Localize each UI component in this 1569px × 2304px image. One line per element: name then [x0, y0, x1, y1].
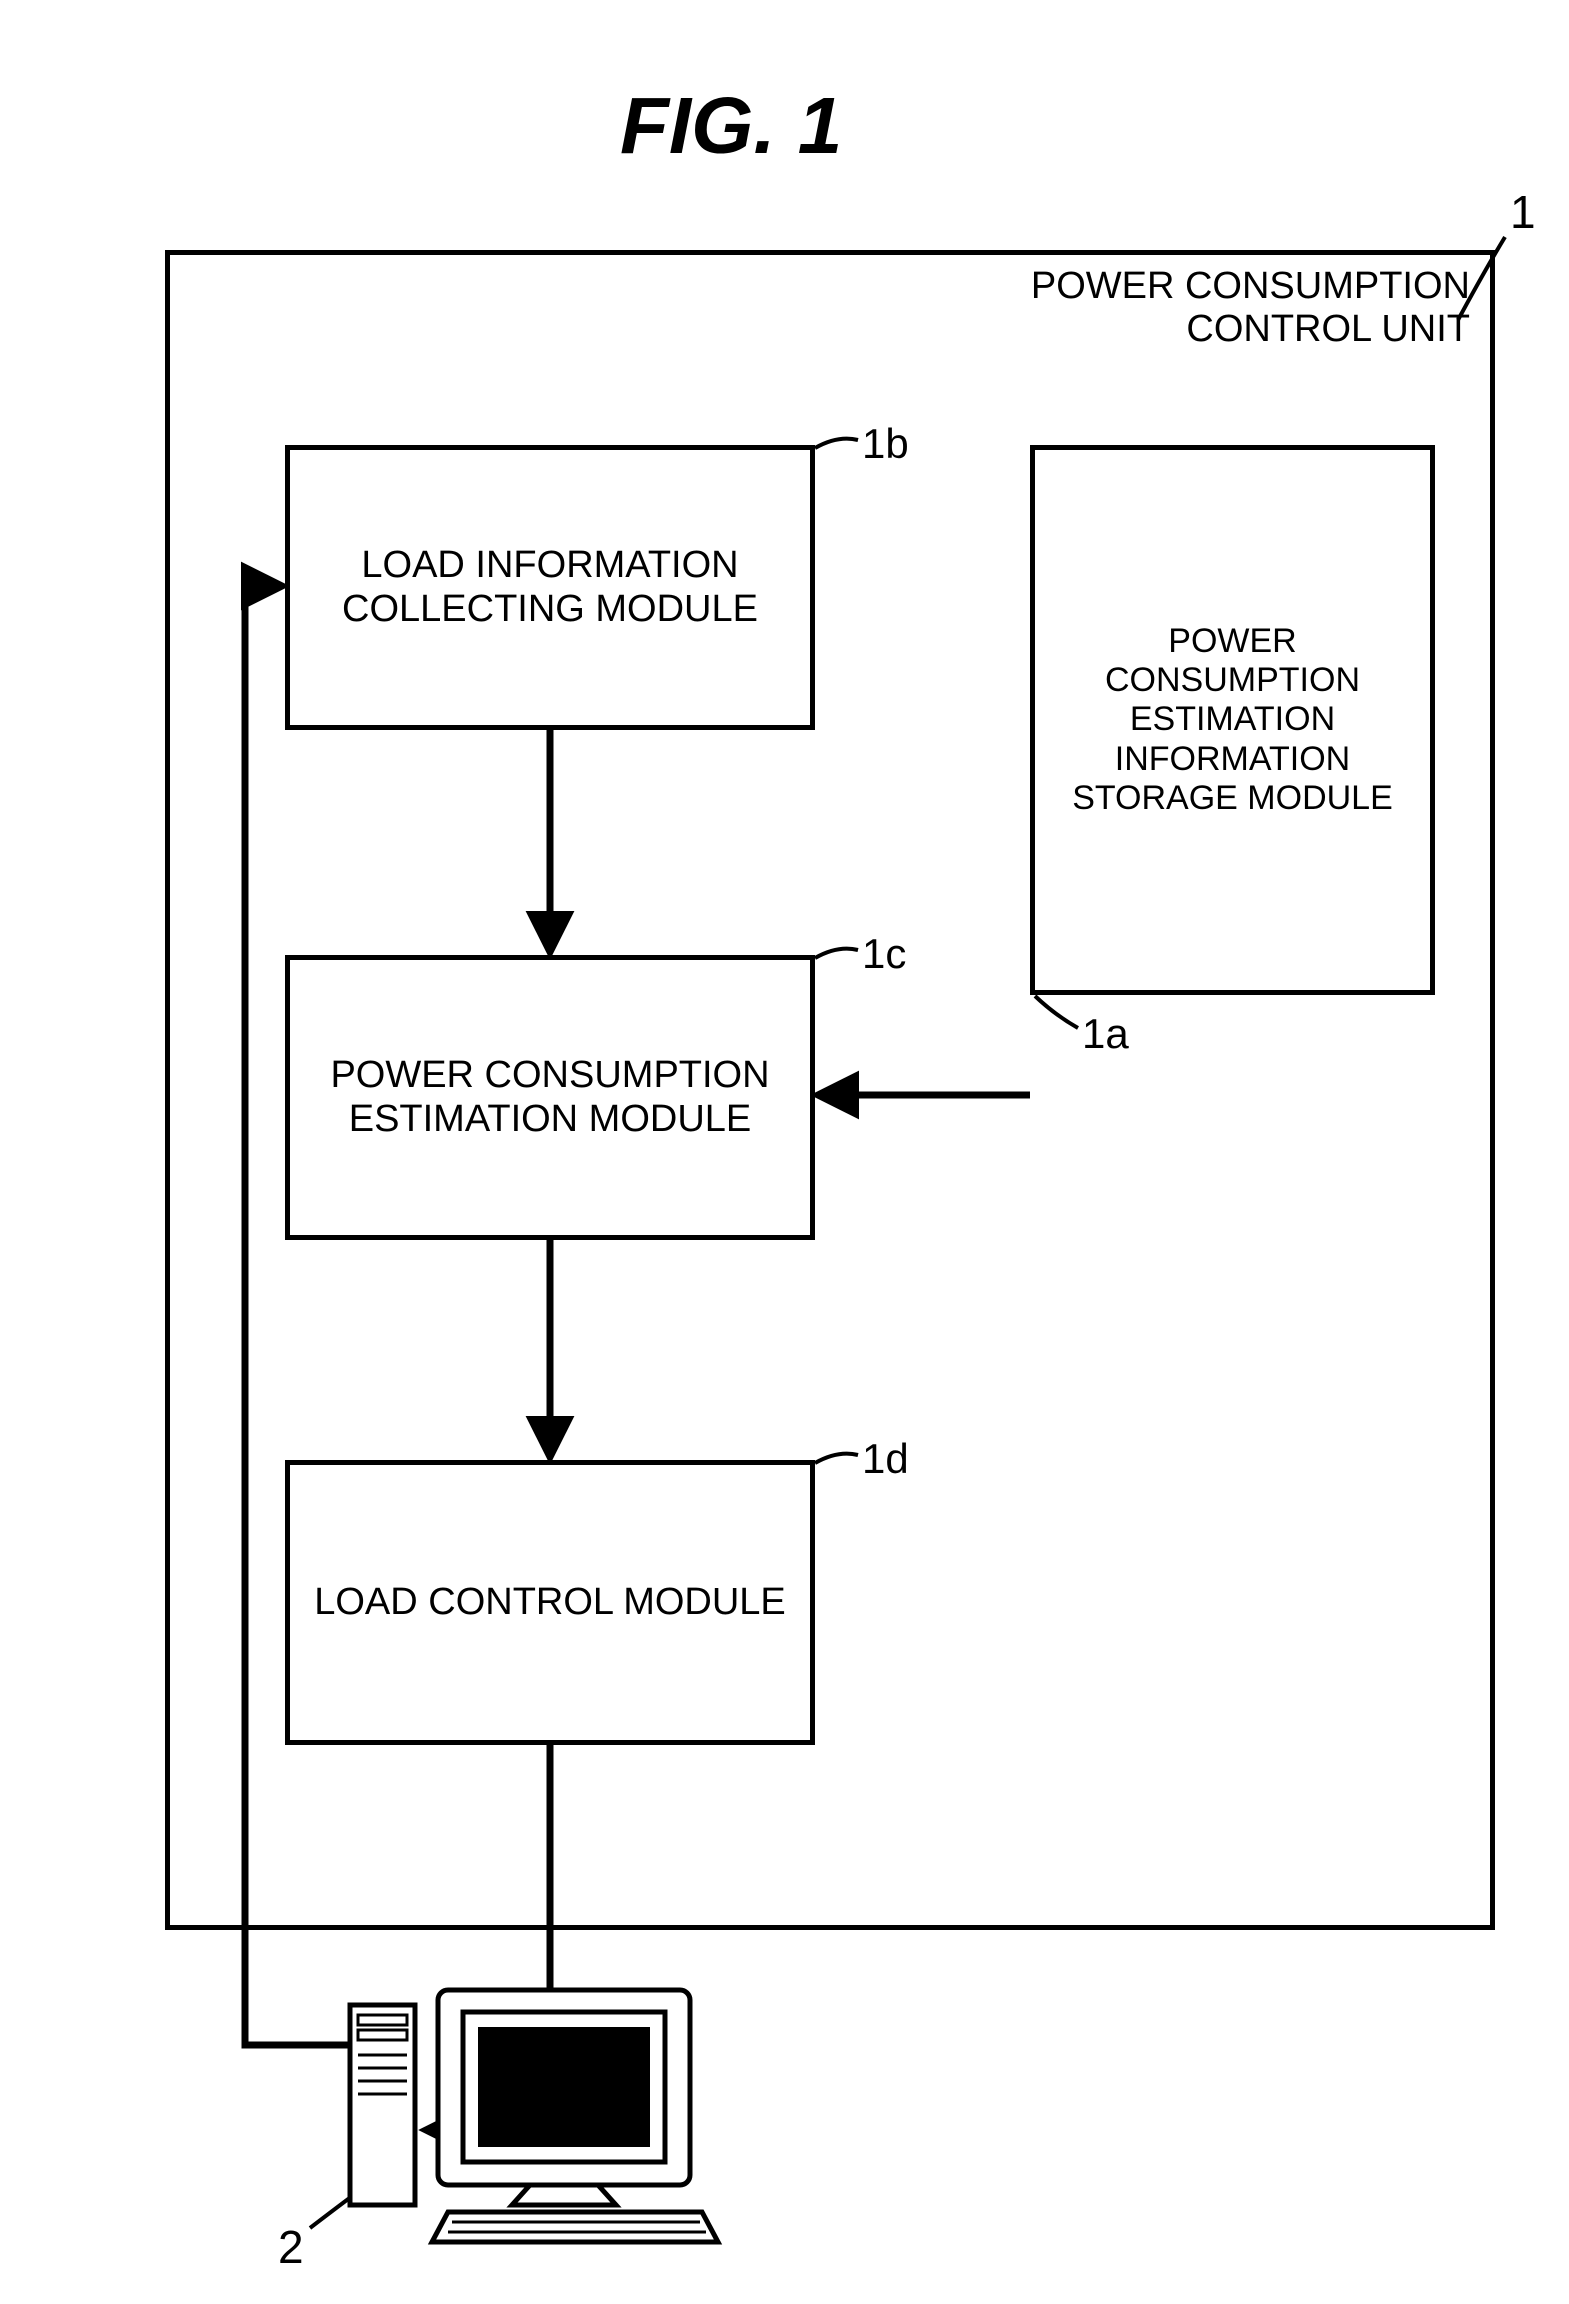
diagram-canvas: FIG. 1 POWER CONSUMPTION CONTROL UNIT LO…	[0, 0, 1569, 2304]
ref-1c: 1c	[862, 930, 906, 978]
ref-1a: 1a	[1082, 1010, 1129, 1058]
power-consumption-estimation-module: POWER CONSUMPTION ESTIMATION MODULE	[285, 955, 815, 1240]
ref-1b: 1b	[862, 420, 909, 468]
ref-2: 2	[278, 2220, 304, 2274]
figure-title: FIG. 1	[620, 80, 842, 172]
ref-1: 1	[1510, 185, 1536, 239]
leader-2	[310, 2188, 363, 2228]
unit-title: POWER CONSUMPTION CONTROL UNIT	[860, 265, 1470, 351]
ref-1d: 1d	[862, 1435, 909, 1483]
load-information-collecting-module: LOAD INFORMATION COLLECTING MODULE	[285, 445, 815, 730]
computer-icon	[350, 1990, 718, 2242]
power-consumption-estimation-info-storage-module: POWER CONSUMPTION ESTIMATION INFORMATION…	[1030, 445, 1435, 995]
load-control-module: LOAD CONTROL MODULE	[285, 1460, 815, 1745]
